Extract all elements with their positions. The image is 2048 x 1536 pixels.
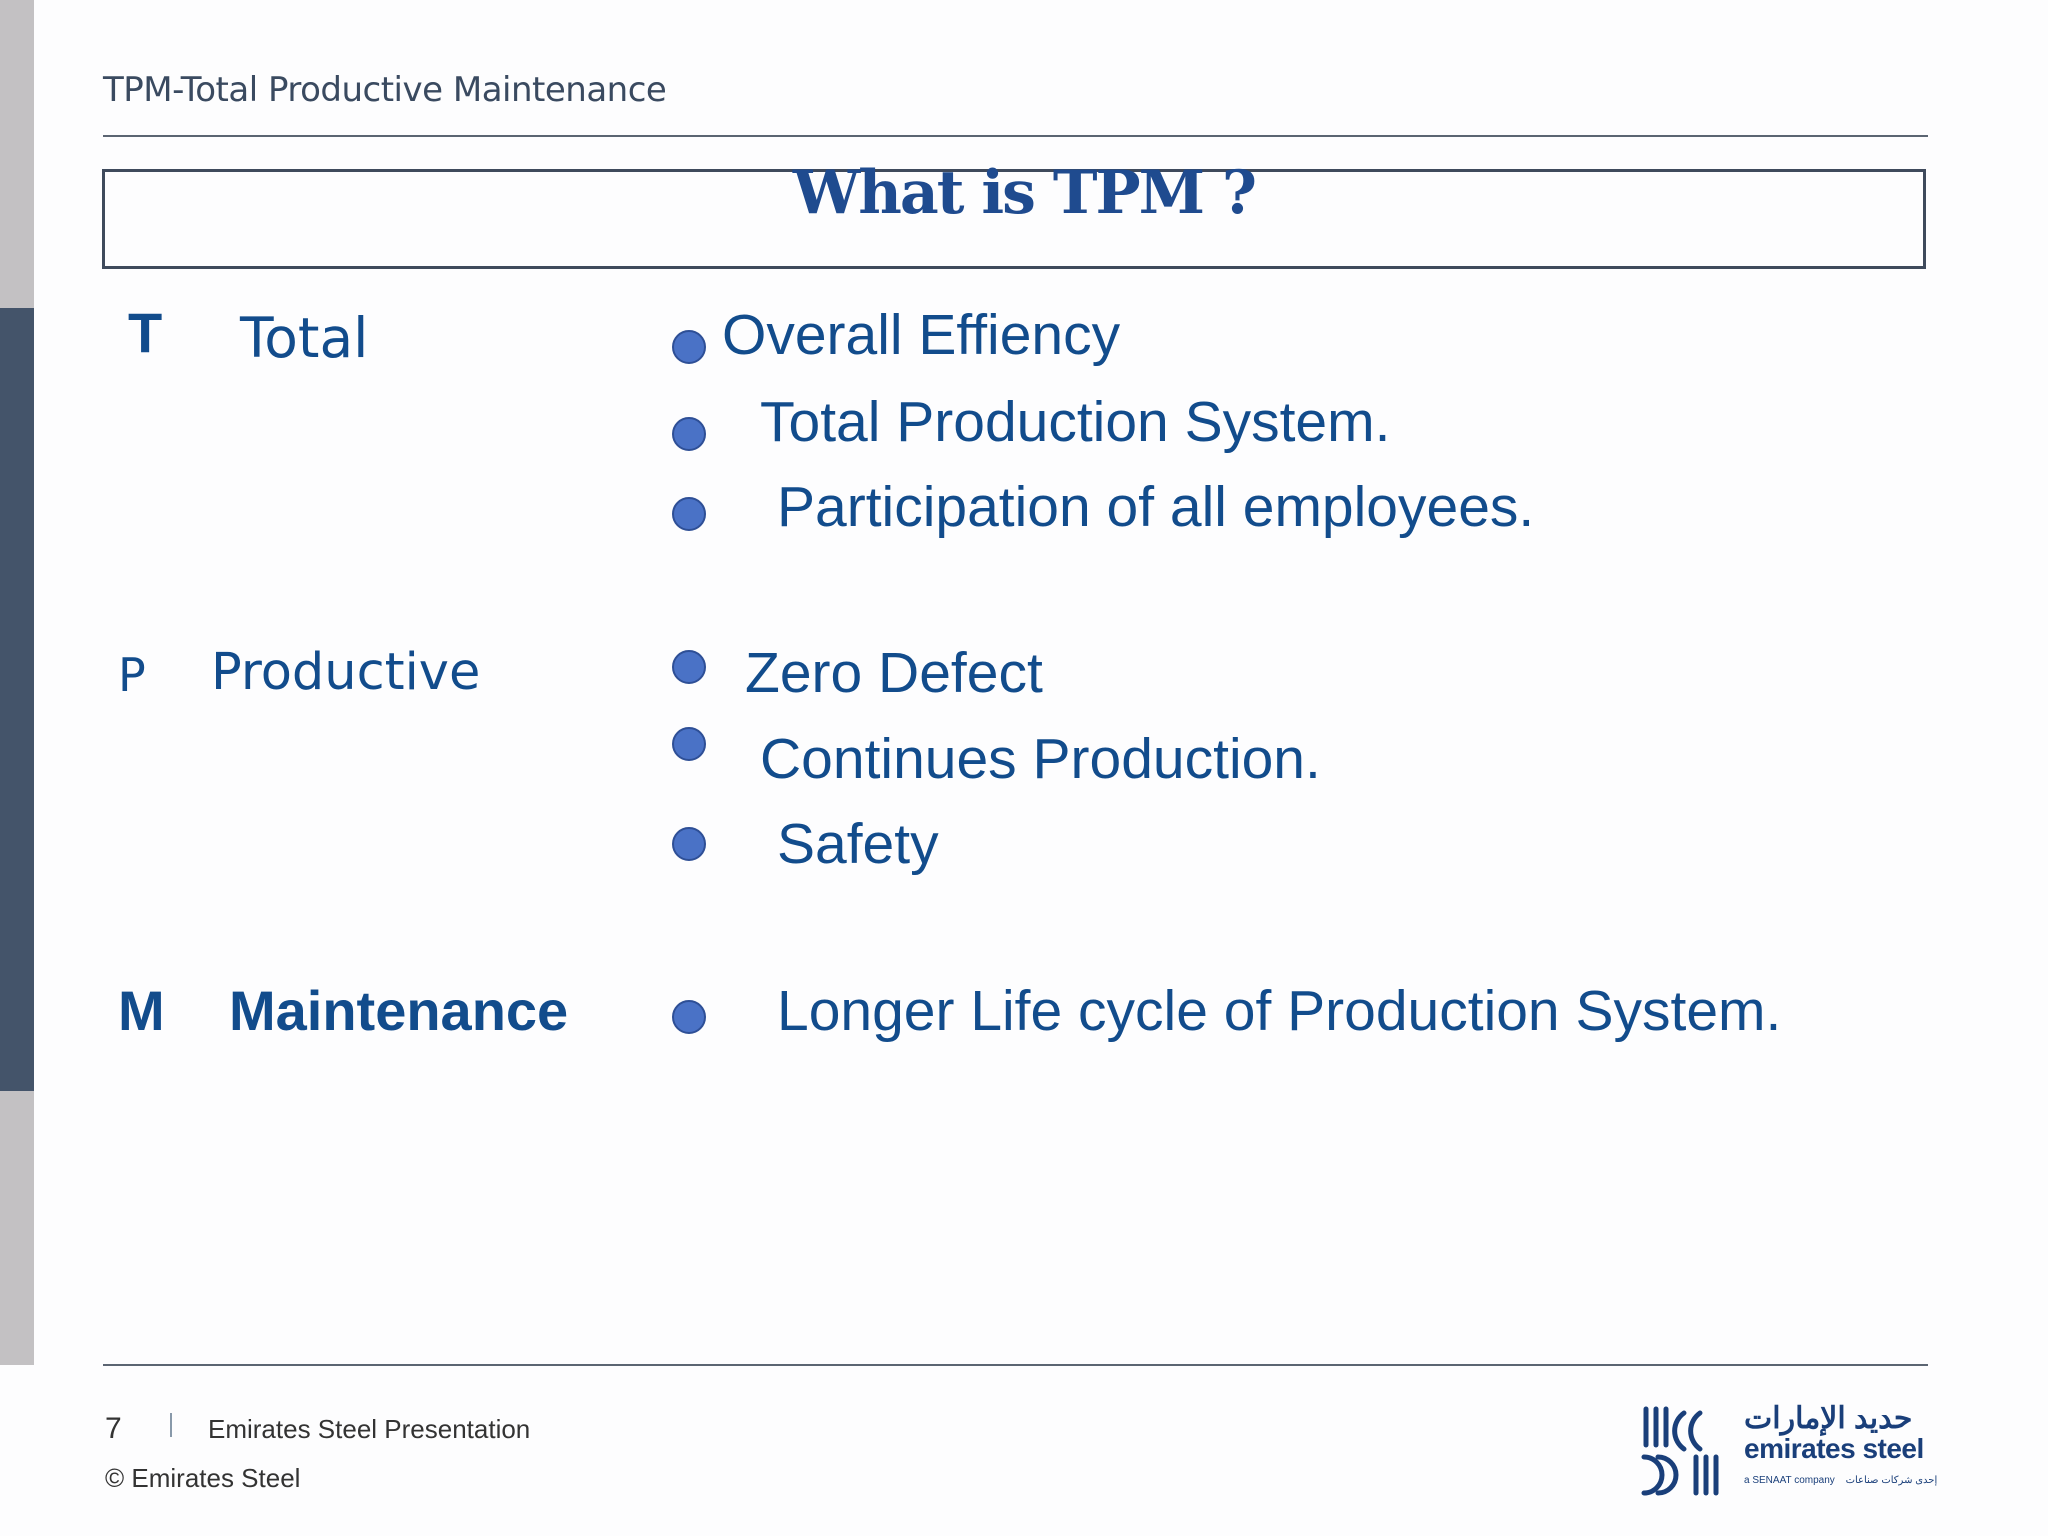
copyright: © Emirates Steel [105, 1463, 301, 1493]
logo-tagline: a SENAAT company إحدى شركات صناعات [1744, 1475, 1937, 1486]
logo-arabic-name: حديد الإمارات [1744, 1402, 1913, 1435]
bullet-icon [672, 1000, 706, 1034]
footer-divider [103, 1364, 1928, 1366]
bullet-icon [672, 650, 706, 684]
bullet-icon [672, 727, 706, 761]
logo-mark-icon [1641, 1406, 1719, 1496]
bullet-total-production-system: Total Production System. [760, 390, 1391, 454]
bullet-icon [672, 417, 706, 451]
letter-m: M [118, 979, 165, 1042]
word-productive: Productive [211, 643, 481, 702]
page-number: 7 [105, 1412, 122, 1445]
footer-presentation-name: Emirates Steel Presentation [208, 1414, 531, 1444]
slide-title: What is TPM ? [792, 158, 1257, 228]
bullet-icon [672, 497, 706, 531]
letter-t: T [128, 301, 163, 364]
bullet-longer-life-cycle: Longer Life cycle of Production System. [777, 979, 1782, 1043]
left-accent-bar [0, 308, 34, 1091]
emirates-steel-logo: حديد الإمارات emirates steel a SENAAT co… [1640, 1402, 1937, 1497]
bullet-icon [672, 827, 706, 861]
logo-tagline-ar: إحدى شركات صناعات [1845, 1475, 1938, 1486]
left-bar-lower [0, 1091, 34, 1365]
word-total: Total [240, 306, 369, 370]
bullet-continues-production: Continues Production. [760, 727, 1321, 791]
logo-english-name: emirates steel [1744, 1433, 1924, 1464]
bullet-safety: Safety [777, 812, 939, 876]
bullet-participation: Participation of all employees. [777, 475, 1535, 539]
header-divider [103, 135, 1928, 137]
word-maintenance: Maintenance [229, 979, 569, 1042]
header-title: TPM-Total Productive Maintenance [103, 70, 667, 110]
bullet-zero-defect: Zero Defect [745, 641, 1043, 705]
bullet-overall-efficiency: Overall Effiency [722, 303, 1121, 367]
letter-p: P [118, 648, 146, 702]
left-bar-upper [0, 0, 34, 308]
footer-separator [170, 1413, 172, 1437]
title-box [102, 169, 1926, 269]
bullet-icon [672, 330, 706, 364]
logo-tagline-en: a SENAAT company [1744, 1475, 1835, 1486]
